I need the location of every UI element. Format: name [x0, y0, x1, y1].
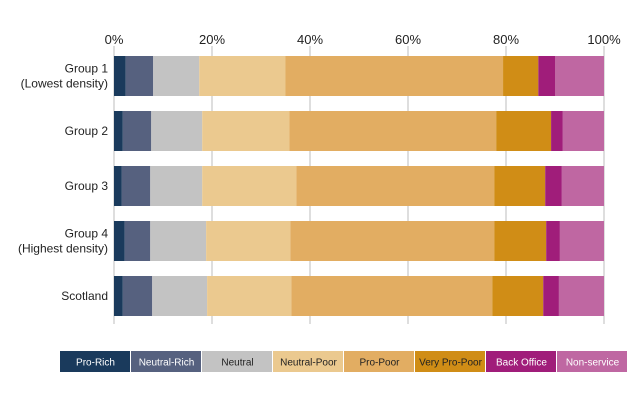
bar-segment	[503, 56, 539, 96]
legend-swatch	[557, 351, 627, 372]
category-label: Group 1 (Lowest density)	[21, 62, 109, 91]
bar-segment	[546, 221, 560, 261]
bar-segment	[206, 221, 291, 261]
x-tick-label: 20%	[199, 32, 225, 47]
bar-segment	[551, 111, 563, 151]
bar-segment	[290, 221, 495, 261]
bar-segment	[562, 111, 604, 151]
category-label: Group 3	[65, 179, 109, 193]
legend-label: Neutral-Poor	[280, 358, 337, 369]
bar-segment	[150, 166, 203, 206]
legend-label: Neutral-Rich	[139, 358, 195, 369]
bar-segment	[124, 221, 151, 261]
legend-label: Pro-Poor	[359, 358, 400, 369]
bar-segment	[114, 111, 123, 151]
bar-segment	[150, 221, 207, 261]
bar-segment	[114, 56, 126, 96]
legend-label: Neutral	[221, 358, 253, 369]
bar-segment	[122, 276, 153, 316]
bar-segment	[561, 166, 604, 206]
legend-label: Non-service	[566, 358, 620, 369]
legend: Pro-Rich Neutral-Rich Neutral Neutral-Poor P…	[60, 351, 627, 372]
x-tick-label: 0%	[105, 32, 124, 47]
legend-label: Very Pro-Poor	[419, 358, 482, 369]
legend-swatch	[344, 351, 414, 372]
legend-swatch	[415, 351, 485, 372]
x-axis-ticks: 0% 20% 40% 60% 80% 100%	[105, 32, 621, 47]
bar-segment	[492, 276, 544, 316]
category-label: Group 4 (Highest density)	[18, 227, 108, 256]
legend-swatch	[131, 351, 201, 372]
legend-swatch	[60, 351, 130, 372]
bar-segment	[538, 56, 555, 96]
bar-segment	[121, 166, 151, 206]
category-label: Scotland	[61, 289, 108, 303]
bar-segment	[494, 166, 546, 206]
bar-segment	[558, 276, 604, 316]
bar-segment	[559, 221, 604, 261]
legend-swatch	[202, 351, 272, 372]
bar-segment	[152, 276, 208, 316]
bar-segment	[114, 276, 123, 316]
bar-segment	[202, 111, 290, 151]
legend-label: Pro-Rich	[76, 358, 115, 369]
bar-segment	[494, 221, 547, 261]
bar-segment	[114, 221, 125, 261]
bar-segment	[153, 56, 200, 96]
bar-segment	[296, 166, 495, 206]
bar-segment	[285, 56, 504, 96]
bar-segment	[289, 111, 497, 151]
bar-segment	[555, 56, 604, 96]
legend-label: Back Office	[496, 358, 547, 369]
x-tick-label: 60%	[395, 32, 421, 47]
bar-segment	[496, 111, 552, 151]
bar-segment	[543, 276, 559, 316]
bars	[114, 56, 604, 316]
bar-segment	[207, 276, 292, 316]
bar-segment	[151, 111, 203, 151]
bar-segment	[199, 56, 286, 96]
legend-swatch	[273, 351, 343, 372]
bar-segment	[122, 111, 152, 151]
category-labels: Group 1 (Lowest density) Group 2 Group 3 Gro…	[18, 62, 108, 304]
x-tick-label: 100%	[587, 32, 621, 47]
x-tick-label: 40%	[297, 32, 323, 47]
bar-segment	[291, 276, 493, 316]
bar-segment	[125, 56, 154, 96]
x-tick-label: 80%	[493, 32, 519, 47]
bar-segment	[202, 166, 297, 206]
category-label: Group 2	[65, 124, 109, 138]
bar-segment	[545, 166, 562, 206]
bar-segment	[114, 166, 122, 206]
legend-swatch	[486, 351, 556, 372]
